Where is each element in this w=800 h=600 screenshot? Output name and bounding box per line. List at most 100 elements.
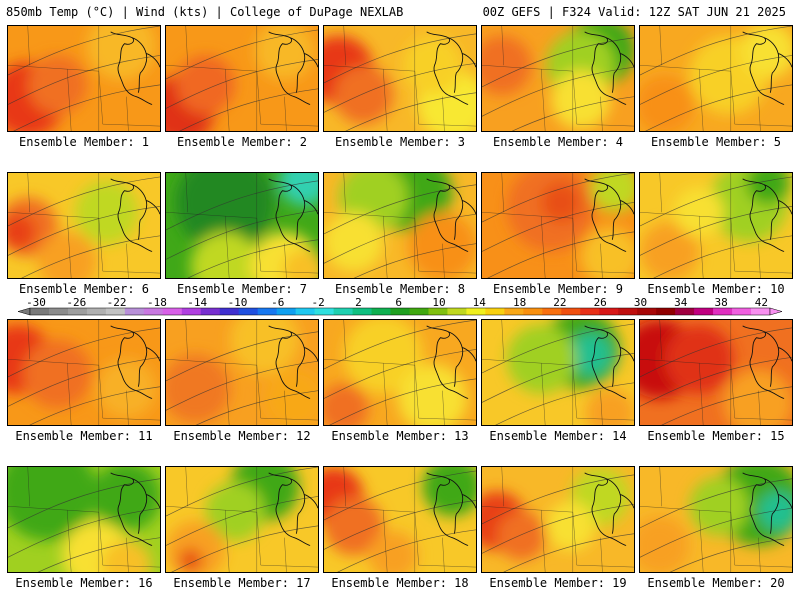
colorbar-swatch <box>390 308 410 315</box>
temperature-anomaly-region <box>482 35 532 95</box>
temperature-anomaly-region <box>22 339 92 409</box>
temperature-anomaly-region <box>264 369 318 425</box>
temperature-anomaly-region <box>723 369 792 425</box>
ensemble-map-panel <box>7 25 161 132</box>
ensemble-map-panel <box>323 25 477 132</box>
ensemble-member-label: Ensemble Member: 7 <box>176 282 308 296</box>
temperature-anomaly-region <box>37 231 97 278</box>
ensemble-map-panel <box>165 172 319 279</box>
temperature-anomaly-region <box>190 231 260 278</box>
colorbar-tick-label: 38 <box>714 296 728 309</box>
state-boundaries <box>482 173 634 278</box>
height-contour <box>171 525 318 572</box>
ensemble-member-label: Ensemble Member: 16 <box>15 576 153 590</box>
great-lakes-coastline <box>426 325 476 399</box>
colorbar-tick-label: -2 <box>311 296 325 309</box>
height-contour <box>653 235 792 278</box>
height-contour <box>640 26 792 76</box>
temperature-anomaly-region <box>398 364 468 425</box>
temperature-anomaly-region <box>546 501 596 551</box>
temperature-anomaly-region <box>740 26 792 79</box>
colorbar-swatch <box>181 308 202 315</box>
ensemble-member-label: Ensemble Member: 5 <box>650 135 782 149</box>
ensemble-map-panel <box>7 172 161 279</box>
colorbar-swatch <box>219 308 240 315</box>
height-contour <box>324 349 476 399</box>
colorbar-swatch <box>751 308 771 315</box>
colorbar-tick-label: 42 <box>754 296 769 309</box>
temperature-anomaly-region <box>175 55 236 115</box>
state-boundaries <box>166 26 318 131</box>
height-contour <box>669 537 792 572</box>
height-contour <box>482 202 634 252</box>
ensemble-map-panel <box>481 25 635 132</box>
temperature-anomaly-region <box>506 324 576 394</box>
temperature-anomaly-region <box>166 354 231 424</box>
colorbar-swatch <box>162 308 183 315</box>
great-lakes-coastline <box>584 31 634 105</box>
great-lakes-coastline <box>268 178 318 252</box>
height-contour <box>8 356 160 407</box>
colorbar-swatch <box>86 308 107 315</box>
ensemble-member-label: Ensemble Member: 3 <box>334 135 466 149</box>
temperature-anomaly-region <box>91 467 160 531</box>
state-boundaries <box>640 26 792 131</box>
height-contour <box>8 26 160 76</box>
colorbar-swatch <box>485 308 505 315</box>
great-lakes-coastline <box>110 178 160 252</box>
great-lakes-coastline <box>742 472 792 546</box>
height-contour <box>166 29 318 80</box>
state-boundaries <box>324 467 476 572</box>
colorbar-swatch <box>105 308 126 315</box>
great-lakes-coastline <box>268 325 318 399</box>
ensemble-map-panel <box>165 25 319 132</box>
colorbar-tick-label: 18 <box>512 296 527 309</box>
height-contour <box>324 213 476 264</box>
colorbar-swatch <box>238 308 259 315</box>
height-contour <box>8 507 160 558</box>
colorbar-swatch <box>504 308 524 315</box>
colorbar-tick-label: -26 <box>66 296 87 309</box>
ensemble-map-panel <box>481 466 635 573</box>
great-lakes-coastline <box>268 31 318 105</box>
height-contour <box>324 33 476 84</box>
temperature-anomaly-region <box>674 187 724 237</box>
colorbar-tick-label: 22 <box>553 296 567 309</box>
colorbar-swatch <box>409 308 429 315</box>
height-contour <box>166 209 318 260</box>
great-lakes-coastline <box>584 472 634 546</box>
height-contour <box>37 537 160 572</box>
temperature-anomaly-region <box>689 476 749 536</box>
temperature-anomaly-region <box>664 324 734 394</box>
ensemble-map-panel <box>639 466 793 573</box>
state-boundaries <box>324 320 476 425</box>
height-contour <box>166 496 318 546</box>
ensemble-member-label: Ensemble Member: 4 <box>492 135 624 149</box>
state-boundaries <box>482 467 634 572</box>
height-contour <box>166 180 318 231</box>
temperature-anomaly-region <box>8 467 97 541</box>
height-contour <box>166 360 318 411</box>
colorbar-swatch <box>542 308 562 315</box>
great-lakes-coastline <box>110 31 160 105</box>
height-contour <box>640 478 792 529</box>
temperature-anomaly-region <box>343 320 423 394</box>
ensemble-map-panel <box>481 319 635 426</box>
temperature-anomaly-region <box>8 214 36 250</box>
colorbar-swatch <box>466 308 486 315</box>
height-contour <box>482 474 634 525</box>
colorbar-swatch <box>352 308 373 315</box>
temperature-anomaly-region <box>551 70 611 130</box>
height-contour <box>487 231 634 278</box>
height-contour <box>8 55 160 105</box>
colorbar-tick-label: 34 <box>674 296 688 309</box>
colorbar-swatch <box>561 308 581 315</box>
temperature-anomaly-region <box>324 496 384 556</box>
state-boundaries <box>640 320 792 425</box>
state-boundaries <box>166 467 318 572</box>
ensemble-map-panel <box>165 319 319 426</box>
header-title: 850mb Temp (°C) | Wind (kts) | College o… <box>6 5 404 19</box>
height-contour <box>179 88 318 131</box>
colorbar-swatch <box>618 308 638 315</box>
colorbar-swatch <box>257 308 278 315</box>
